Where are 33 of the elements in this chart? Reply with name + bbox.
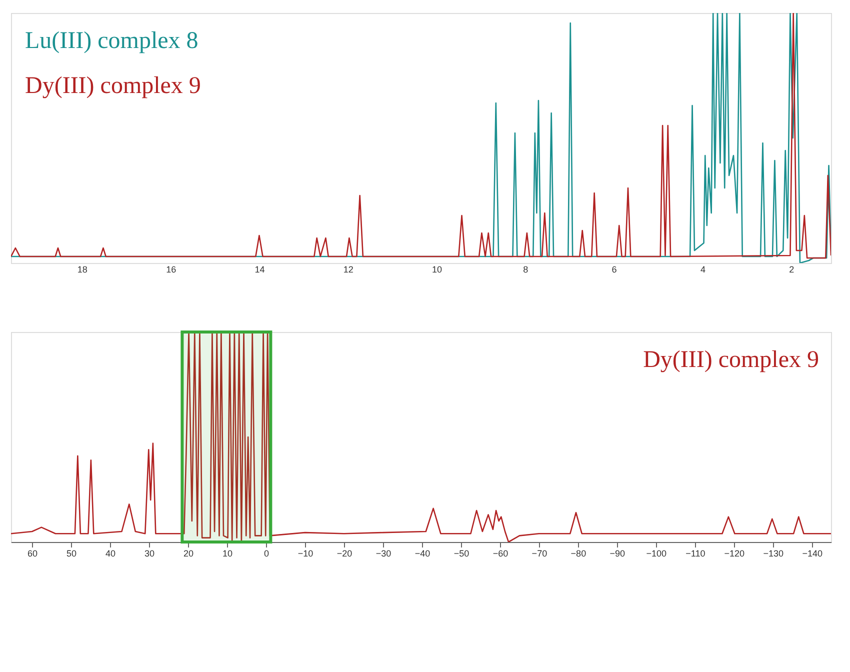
x-tick-label: 10 — [432, 264, 442, 274]
x-tick-label: 4 — [700, 264, 706, 274]
x-tick-label: 60 — [28, 548, 38, 558]
x-tick-label: −80 — [570, 548, 586, 558]
x-tick-label: 40 — [106, 548, 116, 558]
x-tick-label: −70 — [532, 548, 548, 558]
x-tick-label: −10 — [298, 548, 314, 558]
x-tick-label: −50 — [454, 548, 470, 558]
x-tick-label: 14 — [254, 264, 265, 274]
x-tick-label: 30 — [144, 548, 155, 558]
x-tick-label: −110 — [686, 548, 706, 558]
x-tick-label: −60 — [492, 548, 508, 558]
x-tick-label: 0 — [264, 548, 270, 558]
x-tick-label: −90 — [610, 548, 626, 558]
x-tick-label: −100 — [646, 548, 667, 558]
x-tick-label: 50 — [66, 548, 77, 558]
x-tick-label: 2 — [789, 264, 794, 274]
text: Dy(III) complex 9 — [643, 347, 819, 373]
x-tick-label: 10 — [222, 548, 233, 558]
x-tick-label: 6 — [612, 264, 617, 274]
x-tick-label: −40 — [414, 548, 430, 558]
x-tick-label: −140 — [802, 548, 823, 558]
x-tick-label: −130 — [763, 548, 784, 558]
x-tick-label: 18 — [77, 264, 88, 274]
text: Lu(III) complex 8 — [25, 28, 198, 54]
x-tick-label: 20 — [184, 548, 194, 558]
x-tick-label: 8 — [523, 264, 528, 274]
x-tick-label: −20 — [336, 548, 352, 558]
x-tick-label: 12 — [343, 264, 354, 274]
text: Dy(III) complex 9 — [25, 73, 201, 99]
x-tick-label: −30 — [376, 548, 392, 558]
x-tick-label: −120 — [724, 548, 745, 558]
x-tick-label: 16 — [166, 264, 176, 274]
